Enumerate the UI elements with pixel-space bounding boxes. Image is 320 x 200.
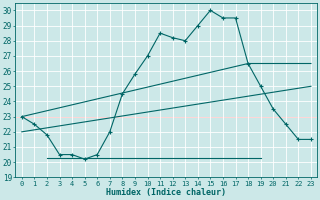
X-axis label: Humidex (Indice chaleur): Humidex (Indice chaleur) — [106, 188, 226, 197]
